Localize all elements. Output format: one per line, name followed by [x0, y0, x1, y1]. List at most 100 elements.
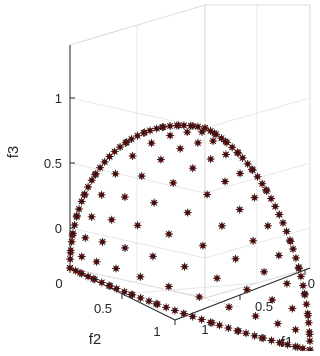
data-point — [120, 192, 129, 201]
data-point — [198, 127, 207, 136]
data-point — [259, 334, 268, 343]
data-point — [231, 254, 240, 263]
data-point — [302, 300, 311, 309]
data-point — [260, 267, 269, 276]
data-point — [275, 338, 284, 347]
grid-line — [136, 282, 241, 308]
data-point — [296, 272, 305, 281]
data-point — [77, 269, 86, 278]
grid-line — [121, 282, 258, 295]
data-point — [166, 131, 175, 140]
data-point — [176, 144, 185, 153]
data-point — [127, 135, 136, 144]
data-point — [242, 329, 251, 338]
data-point — [72, 212, 81, 221]
data-point — [306, 346, 314, 354]
data-point — [300, 290, 309, 299]
data-point — [120, 243, 129, 252]
grid-lines — [69, 5, 311, 308]
data-point — [112, 264, 121, 273]
data-point — [224, 324, 233, 333]
data-point — [235, 205, 244, 214]
data-point — [68, 229, 77, 238]
data-point — [221, 150, 230, 159]
data-point — [144, 297, 153, 306]
data-point — [139, 128, 148, 137]
data-point — [251, 312, 260, 321]
data-point — [263, 221, 272, 230]
data-point — [120, 287, 129, 296]
data-point — [289, 245, 298, 254]
z-tick-label-0.5: 0.5 — [44, 156, 62, 171]
data-point — [188, 312, 197, 321]
data-point — [164, 230, 173, 239]
data-point — [298, 344, 307, 353]
data-point — [150, 198, 159, 207]
data-point — [233, 148, 242, 157]
data-point — [282, 227, 291, 236]
data-point — [303, 309, 312, 318]
data-point — [107, 215, 116, 224]
f1-tick-label-0.5: 0.5 — [255, 299, 273, 314]
data-point — [147, 139, 156, 148]
data-point — [283, 340, 292, 349]
data-point — [146, 126, 155, 135]
data-point — [197, 315, 206, 324]
data-point — [217, 221, 226, 230]
data-point — [291, 342, 300, 351]
data-point — [198, 241, 207, 250]
data-point — [285, 236, 294, 245]
data-point — [97, 278, 106, 287]
data-point — [153, 300, 162, 309]
data-point — [66, 246, 75, 255]
data-point — [243, 159, 252, 168]
grid-line — [69, 227, 206, 259]
data-point — [162, 303, 171, 312]
data-point — [136, 294, 145, 303]
data-point — [215, 321, 224, 330]
data-point — [84, 272, 93, 281]
data-point — [288, 304, 297, 313]
data-point — [267, 194, 276, 203]
data-point — [133, 131, 142, 140]
data-point — [170, 306, 179, 315]
data-point — [156, 155, 165, 164]
data-point — [77, 197, 86, 206]
data-point — [112, 284, 121, 293]
data-point — [74, 205, 83, 214]
data-point — [305, 327, 314, 336]
data-point — [152, 124, 161, 133]
data-point — [273, 319, 282, 328]
back-wall-f2 — [204, 4, 311, 299]
data-point — [209, 136, 218, 145]
data-point — [211, 130, 220, 139]
f1-tick-label-0: 0 — [308, 276, 315, 291]
data-point — [299, 281, 308, 290]
data-point — [268, 295, 277, 304]
data-point — [179, 121, 188, 130]
data-point — [213, 274, 222, 283]
grid-line — [69, 162, 206, 194]
data-point — [201, 124, 209, 132]
data-point — [183, 128, 192, 137]
data-point — [98, 237, 107, 246]
data-point — [206, 155, 215, 164]
data-point — [250, 331, 259, 340]
data-point — [274, 251, 283, 260]
data-point — [67, 237, 76, 246]
data-point — [71, 266, 80, 275]
data-point — [180, 262, 189, 271]
tick-labels: 1 0.5 0 0 0.5 1 1 0.5 0 — [44, 91, 315, 339]
f1-axis-line — [174, 267, 311, 321]
data-point — [225, 303, 234, 312]
data-point — [116, 143, 125, 152]
data-point — [70, 221, 79, 230]
data-point — [137, 172, 146, 181]
data-point — [183, 208, 192, 217]
data-point — [206, 126, 215, 135]
z-axis-label: f3 — [5, 146, 22, 159]
data-point — [238, 153, 247, 162]
data-point — [128, 290, 137, 299]
